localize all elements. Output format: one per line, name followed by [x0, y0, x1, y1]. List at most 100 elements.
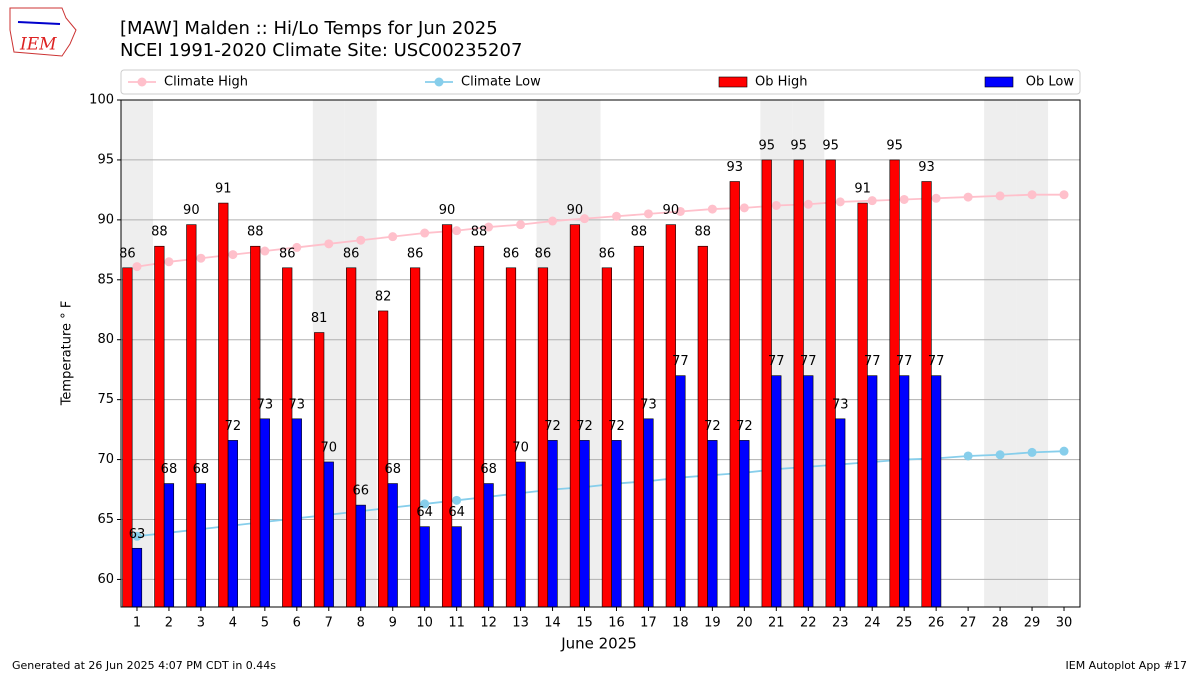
bar: [186, 224, 197, 608]
bar: [473, 245, 485, 608]
data-label: 77: [864, 354, 881, 369]
y-tick-label: 100: [89, 93, 114, 108]
legend-swatch: [137, 77, 147, 87]
line-marker: [292, 242, 302, 252]
data-label: 95: [758, 138, 775, 153]
line-marker: [995, 450, 1005, 460]
line-marker: [548, 216, 558, 226]
data-label: 88: [631, 225, 648, 240]
data-label: 86: [535, 246, 552, 261]
x-tick-label: 6: [293, 616, 301, 631]
plot-frame: [120, 99, 1081, 608]
bar: [515, 461, 526, 608]
legend-box: [120, 69, 1081, 95]
x-tick-label: 8: [357, 616, 365, 631]
x-tick-label: 16: [608, 616, 625, 631]
data-label: 95: [822, 138, 839, 153]
bar: [857, 202, 868, 608]
logo-text: IEM: [19, 35, 57, 55]
x-tick-label: 1: [133, 616, 141, 631]
bar: [633, 245, 644, 608]
data-label: 82: [375, 289, 392, 304]
y-tick-label: 95: [97, 152, 114, 167]
line: [136, 193, 1065, 268]
bar: [250, 245, 261, 608]
data-label: 72: [736, 419, 753, 434]
bar: [131, 547, 143, 608]
data-label: 72: [576, 419, 593, 434]
line-marker: [963, 451, 973, 461]
line-marker: [995, 191, 1005, 201]
legend-label: Climate High: [164, 75, 248, 90]
x-tick-label: 30: [1056, 616, 1073, 631]
line-marker: [899, 194, 909, 204]
legend-swatch: [718, 76, 748, 88]
bar: [835, 418, 846, 608]
x-tick-label: 13: [512, 616, 529, 631]
data-label: 72: [704, 419, 721, 434]
bar: [675, 375, 686, 608]
data-label: 91: [854, 182, 871, 197]
legend-label: Ob High: [755, 75, 808, 90]
line-marker: [1059, 446, 1069, 456]
bar: [451, 526, 462, 608]
line-marker: [1027, 190, 1037, 200]
data-label: 91: [215, 182, 232, 197]
data-label: 95: [790, 138, 807, 153]
line-marker: [931, 193, 941, 203]
bar: [505, 267, 517, 608]
line-marker: [675, 206, 685, 216]
line-marker: [516, 220, 526, 230]
data-label: 72: [544, 419, 561, 434]
data-label: 73: [257, 397, 274, 412]
data-label: 88: [471, 225, 488, 240]
data-label: 81: [311, 311, 328, 326]
bar: [803, 375, 814, 608]
bar: [931, 375, 942, 608]
data-label: 93: [726, 160, 743, 175]
x-tick-label: 12: [480, 616, 497, 631]
x-tick-label: 7: [325, 616, 333, 631]
x-tick-label: 17: [640, 616, 657, 631]
data-label: 93: [918, 160, 935, 175]
bar: [611, 440, 622, 608]
x-tick-label: 28: [992, 616, 1009, 631]
footer-right: IEM Autoplot App #17: [1066, 659, 1188, 672]
bar: [569, 224, 581, 608]
bar: [579, 440, 590, 608]
bar: [761, 159, 772, 608]
shaded-column: [984, 100, 1017, 607]
x-axis-label: June 2025: [560, 635, 637, 653]
line-marker: [132, 262, 142, 272]
bar: [793, 159, 804, 608]
y-tick-label: 60: [97, 572, 114, 587]
x-tick-label: 21: [768, 616, 785, 631]
bar: [291, 418, 302, 608]
chart-title: [MAW] Malden :: Hi/Lo Temps for Jun 2025: [120, 18, 498, 39]
data-label: 90: [439, 203, 456, 218]
line-marker: [452, 226, 462, 236]
line-marker: [132, 531, 142, 541]
legend-label: Climate Low: [461, 75, 541, 90]
data-label: 68: [193, 462, 210, 477]
line-marker: [484, 222, 494, 232]
x-tick-label: 19: [704, 616, 721, 631]
shaded-column: [1016, 100, 1049, 607]
bar: [729, 181, 740, 608]
y-tick-label: 70: [97, 452, 114, 467]
legend-swatch: [434, 77, 444, 87]
line-marker: [324, 239, 334, 249]
bar: [122, 267, 133, 608]
logo: IEM: [9, 7, 77, 57]
x-tick-label: 9: [389, 616, 397, 631]
bar: [378, 310, 389, 608]
data-label: 90: [183, 203, 200, 218]
data-label: 70: [512, 440, 529, 455]
bar: [355, 504, 366, 608]
data-label: 63: [129, 527, 146, 542]
x-tick-label: 15: [576, 616, 593, 631]
data-label: 77: [672, 354, 689, 369]
line-marker: [739, 203, 749, 213]
x-tick-label: 5: [261, 616, 269, 631]
